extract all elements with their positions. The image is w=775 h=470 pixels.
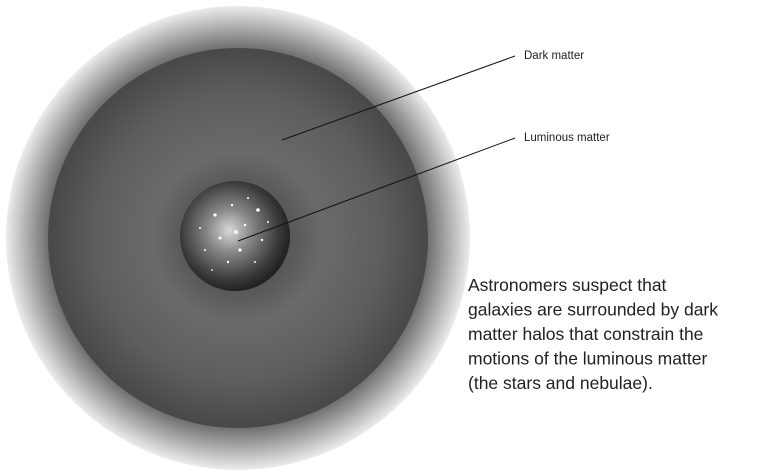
caption-line: (the stars and nebulae).	[468, 373, 653, 393]
caption: Astronomers suspect that galaxies are sur…	[468, 275, 718, 393]
stars	[199, 197, 269, 271]
caption-line: Astronomers suspect that	[468, 275, 667, 295]
caption-line: matter halos that constrain the	[468, 324, 703, 344]
label: Dark matter	[524, 50, 584, 62]
luminous-core	[180, 181, 290, 291]
caption-line: galaxies are surrounded by dark	[468, 300, 718, 320]
caption-line: motions of the luminous matter	[468, 349, 707, 369]
label: Luminous matter	[524, 132, 610, 144]
leader-line	[281, 55, 516, 141]
leader-line	[237, 137, 516, 242]
